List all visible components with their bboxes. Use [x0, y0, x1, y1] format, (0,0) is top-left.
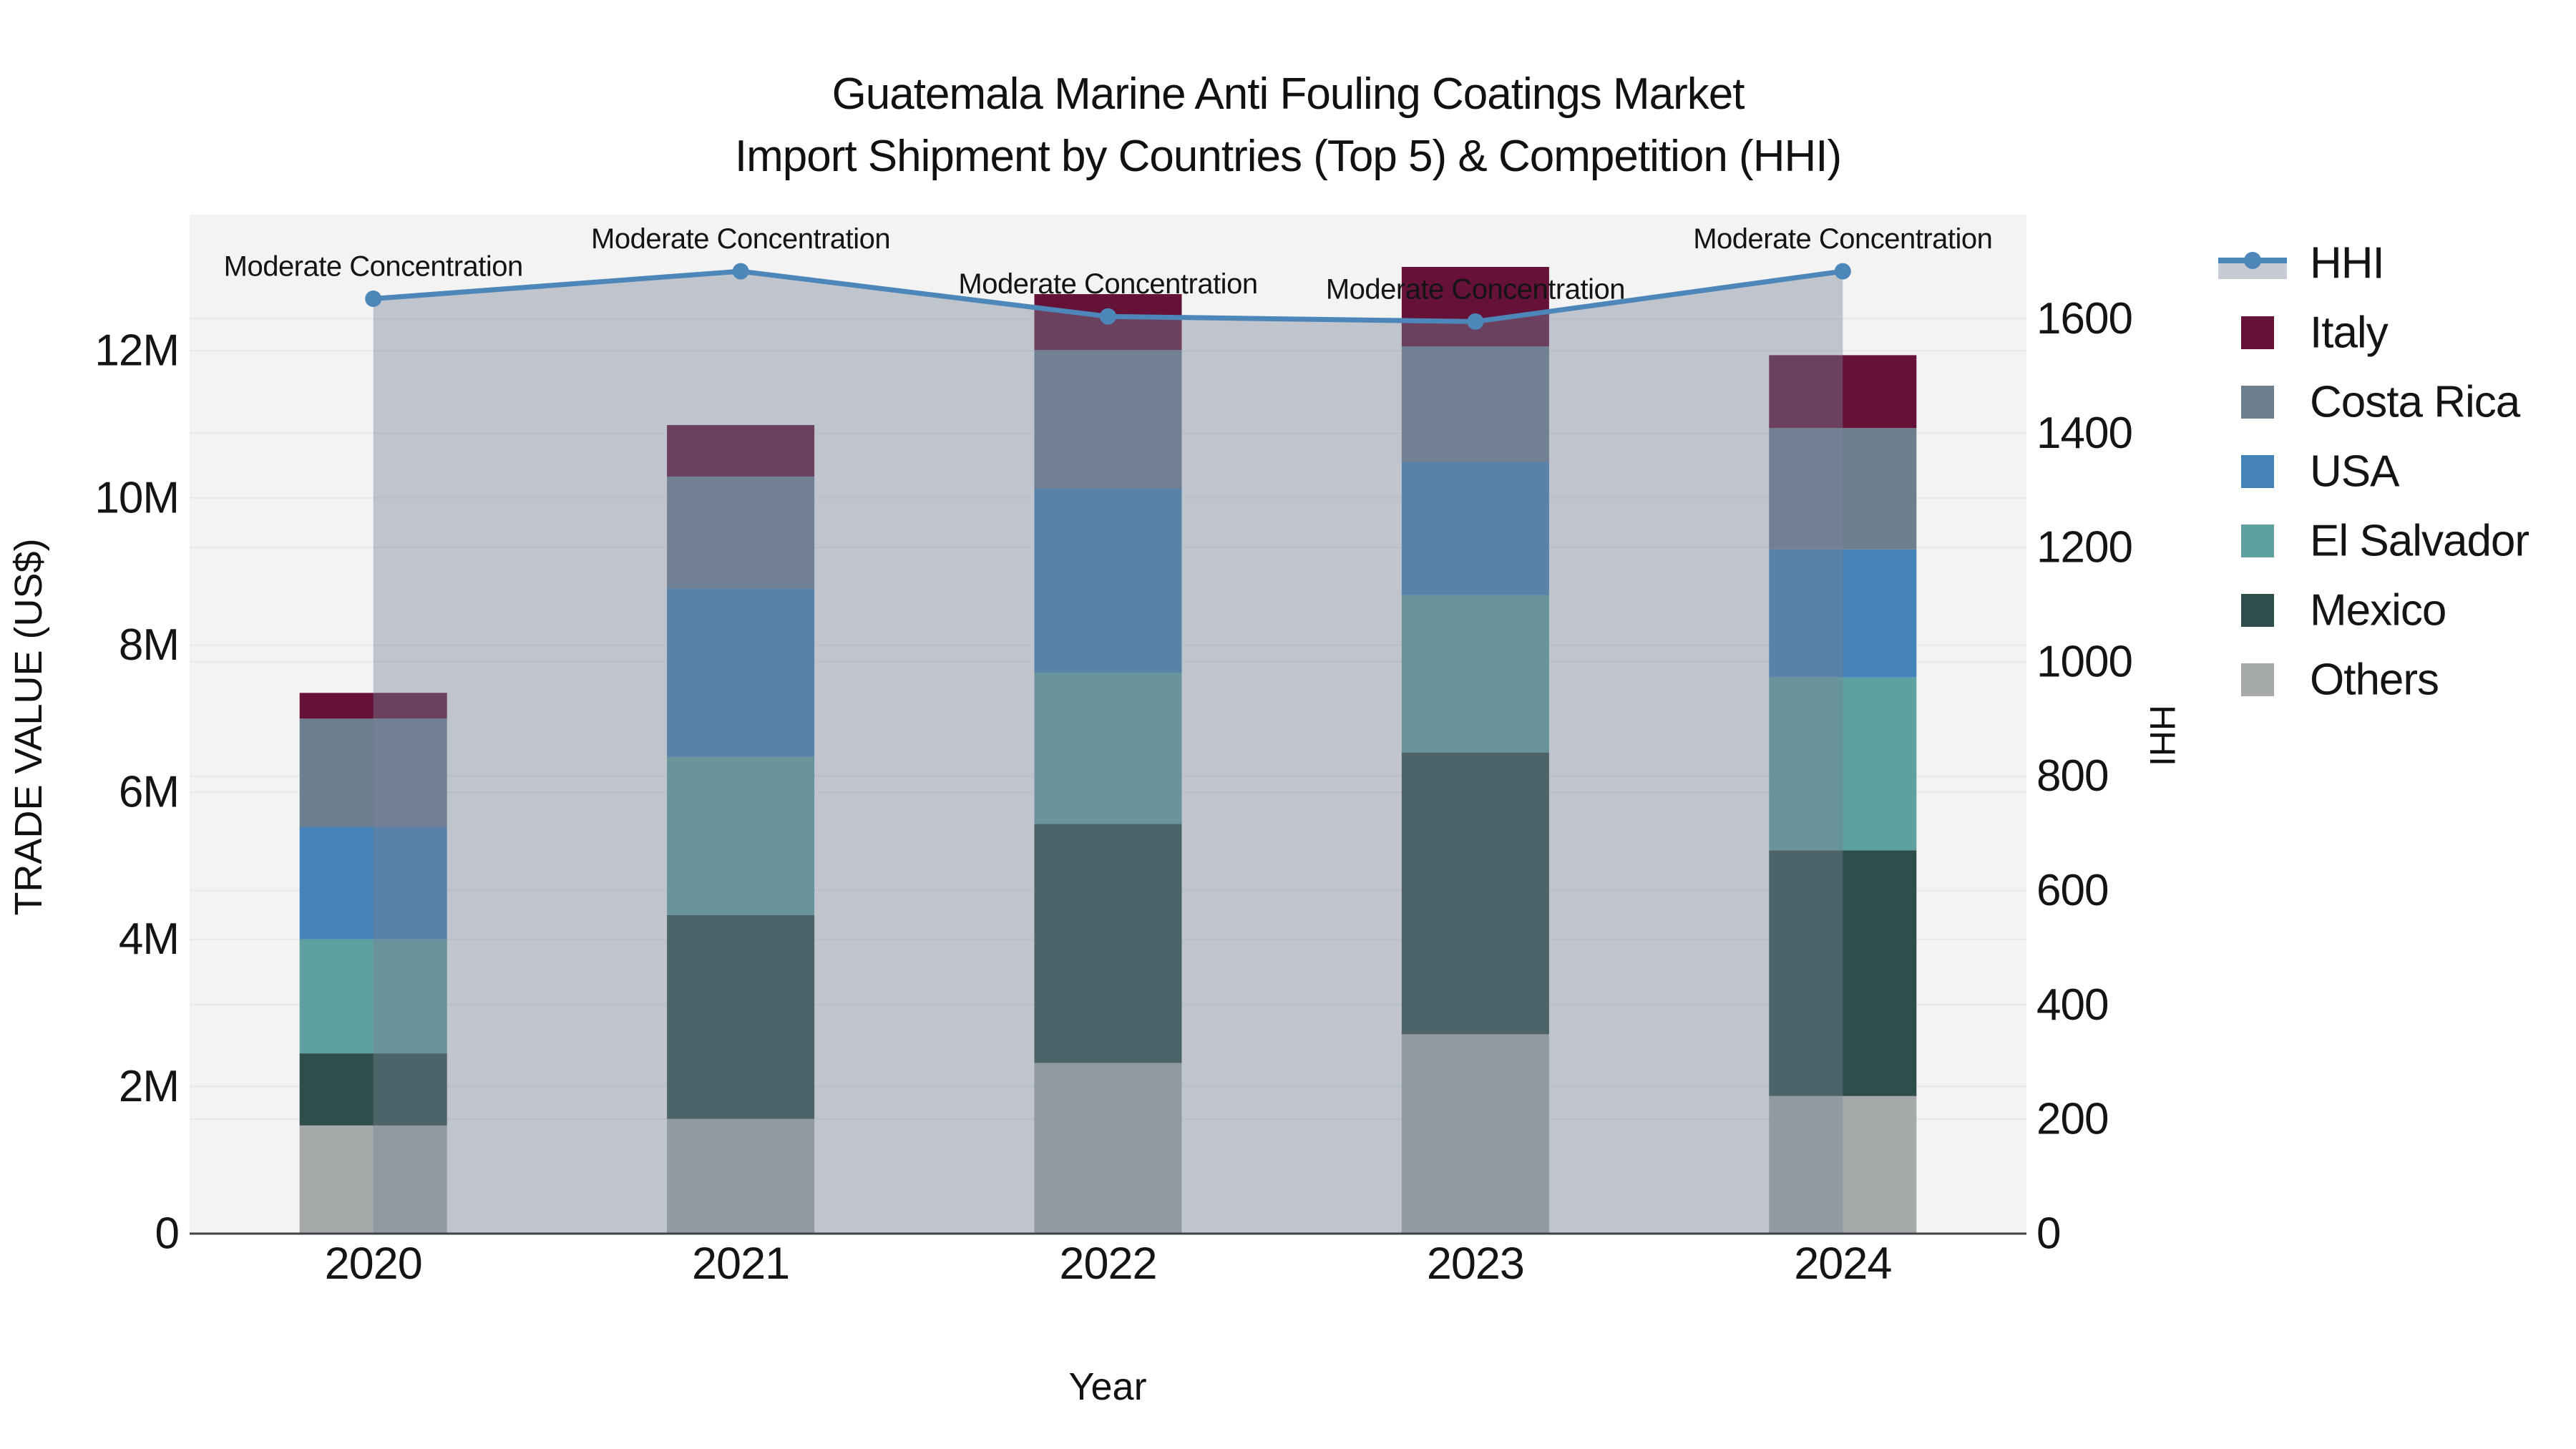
legend-label-el-salvador: El Salvador	[2310, 517, 2529, 566]
x-tick-2021: 2021	[692, 1239, 789, 1289]
bar-2023-usa[interactable]	[1401, 462, 1549, 595]
annotation-2024: Moderate Concentration	[1693, 223, 1992, 255]
legend-swatch-mexico	[2241, 594, 2274, 627]
y-right-tick-600: 600	[2036, 866, 2108, 915]
legend-item-usa[interactable]: USA	[2241, 447, 2401, 497]
bar-2023-others[interactable]	[1401, 1034, 1549, 1234]
y-right-tick-1000: 1000	[2036, 637, 2132, 686]
legend-swatch-italy	[2241, 316, 2274, 349]
bar-2020-italy[interactable]	[299, 693, 447, 719]
hhi-area-fill	[373, 271, 1843, 1234]
legend-item-el-salvador[interactable]: El Salvador	[2241, 517, 2529, 566]
bar-2021-others[interactable]	[667, 1118, 815, 1234]
y-right-tick-1600: 1600	[2036, 294, 2132, 343]
y-right-tick-400: 400	[2036, 980, 2108, 1030]
hhi-point-2023[interactable]	[1467, 313, 1484, 330]
bar-2021-costa-rica[interactable]	[667, 477, 815, 589]
chart-title: Guatemala Marine Anti Fouling Coatings M…	[0, 63, 2576, 187]
legend-label-usa: USA	[2310, 447, 2400, 497]
bar-2024-el-salvador[interactable]	[1769, 677, 1917, 851]
bar-2023-el-salvador[interactable]	[1401, 595, 1549, 753]
y-axis-title-left: TRADE VALUE (US$)	[7, 538, 50, 916]
legend-hhi-marker-icon	[2244, 252, 2261, 269]
annotation-2020: Moderate Concentration	[224, 250, 523, 282]
hhi-point-2024[interactable]	[1834, 263, 1851, 280]
legend-swatch-costa-rica	[2241, 386, 2274, 419]
x-tick-2023: 2023	[1427, 1239, 1524, 1289]
annotation-2022: Moderate Concentration	[958, 268, 1257, 300]
bar-2022-others[interactable]	[1034, 1063, 1182, 1234]
legend-swatch-el-salvador	[2241, 525, 2274, 557]
y-right-tick-1400: 1400	[2036, 409, 2132, 458]
legend-item-costa-rica[interactable]: Costa Rica	[2241, 378, 2522, 427]
y-axis-title-right: HHI	[2142, 704, 2182, 767]
legend-label-others: Others	[2310, 655, 2439, 705]
bar-2024-italy[interactable]	[1769, 355, 1917, 429]
legend-item-others[interactable]: Others	[2241, 655, 2439, 705]
bar-2023-mexico[interactable]	[1401, 752, 1549, 1035]
legend-swatch-usa	[2241, 455, 2274, 488]
annotation-2021: Moderate Concentration	[591, 223, 890, 255]
bar-2021-mexico[interactable]	[667, 914, 815, 1119]
chart-title-line1: Guatemala Marine Anti Fouling Coatings M…	[831, 69, 1745, 119]
y-left-tick-10M: 10M	[94, 473, 179, 522]
x-axis-title: Year	[1068, 1365, 1147, 1408]
bar-2022-el-salvador[interactable]	[1034, 672, 1182, 824]
y-right-tick-800: 800	[2036, 751, 2108, 801]
y-left-tick-4M: 4M	[119, 914, 179, 964]
legend-label-mexico: Mexico	[2310, 586, 2446, 635]
bar-2024-others[interactable]	[1769, 1096, 1917, 1234]
legend-label-italy: Italy	[2310, 308, 2389, 358]
hhi-point-2022[interactable]	[1100, 308, 1116, 325]
bar-2022-costa-rica[interactable]	[1034, 350, 1182, 489]
bar-2021-usa[interactable]	[667, 588, 815, 757]
bar-2023-italy[interactable]	[1401, 266, 1549, 347]
y-left-tick-2M: 2M	[119, 1062, 179, 1111]
annotation-2023: Moderate Concentration	[1326, 273, 1625, 305]
bar-2024-costa-rica[interactable]	[1769, 428, 1917, 550]
y-right-tick-200: 200	[2036, 1095, 2108, 1144]
bar-2020-usa[interactable]	[299, 826, 447, 940]
legend-item-italy[interactable]: Italy	[2241, 308, 2389, 358]
y-left-tick-0: 0	[155, 1209, 179, 1259]
bar-2024-usa[interactable]	[1769, 549, 1917, 678]
bar-2020-others[interactable]	[299, 1125, 447, 1234]
y-right-tick-1200: 1200	[2036, 523, 2132, 572]
legend-swatch-others	[2241, 663, 2274, 696]
bar-2021-italy[interactable]	[667, 425, 815, 477]
x-tick-2020: 2020	[325, 1239, 422, 1289]
bar-2021-el-salvador[interactable]	[667, 756, 815, 915]
bar-2022-usa[interactable]	[1034, 488, 1182, 673]
legend-item-hhi[interactable]: HHI	[2218, 239, 2385, 288]
hhi-point-2021[interactable]	[732, 263, 749, 280]
y-left-tick-8M: 8M	[119, 620, 179, 670]
x-tick-2024: 2024	[1794, 1239, 1891, 1289]
legend-label-costa-rica: Costa Rica	[2310, 378, 2521, 427]
y-left-tick-6M: 6M	[119, 768, 179, 817]
bar-2023-costa-rica[interactable]	[1401, 346, 1549, 462]
bar-2020-mexico[interactable]	[299, 1053, 447, 1126]
bar-2024-mexico[interactable]	[1769, 850, 1917, 1096]
x-tick-2022: 2022	[1059, 1239, 1156, 1289]
hhi-point-2020[interactable]	[365, 290, 382, 307]
bar-2020-costa-rica[interactable]	[299, 718, 447, 827]
chart-title-line2: Import Shipment by Countries (Top 5) & C…	[734, 132, 1842, 181]
bar-2020-el-salvador[interactable]	[299, 939, 447, 1054]
y-right-tick-0: 0	[2036, 1209, 2060, 1259]
legend-item-mexico[interactable]: Mexico	[2241, 586, 2446, 635]
y-left-tick-12M: 12M	[94, 326, 179, 376]
bar-2022-mexico[interactable]	[1034, 824, 1182, 1063]
legend-label-hhi: HHI	[2310, 239, 2384, 288]
